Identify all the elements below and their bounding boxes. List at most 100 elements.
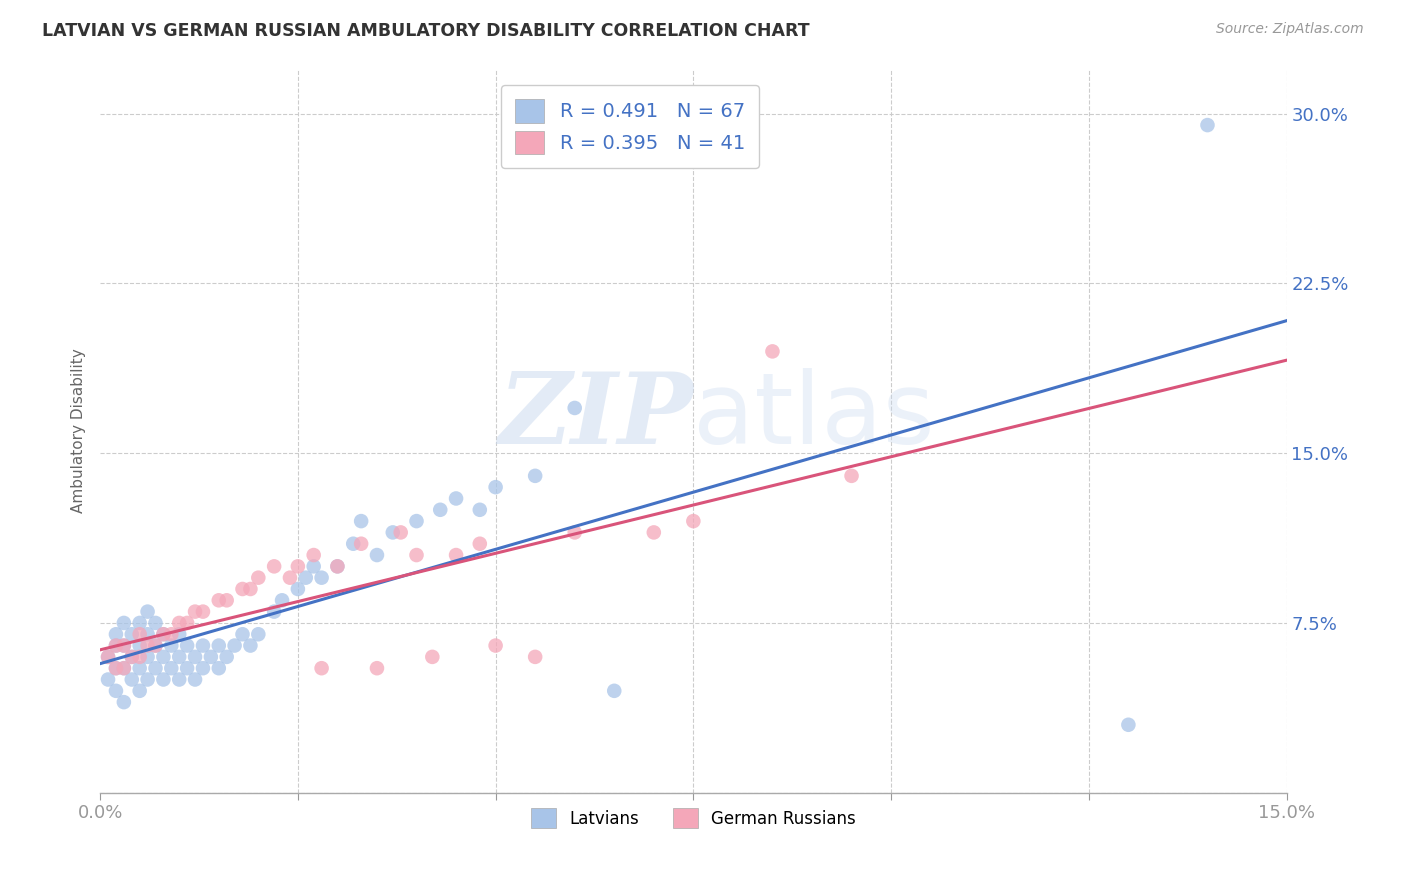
Point bbox=[167, 627, 190, 641]
Point bbox=[160, 661, 183, 675]
Point bbox=[128, 683, 150, 698]
Point bbox=[136, 649, 159, 664]
Point bbox=[121, 649, 143, 664]
Point bbox=[405, 548, 427, 562]
Point bbox=[152, 627, 174, 641]
Point bbox=[302, 559, 325, 574]
Point bbox=[564, 401, 586, 415]
Point bbox=[104, 627, 127, 641]
Point bbox=[271, 593, 294, 607]
Point bbox=[152, 649, 174, 664]
Point bbox=[112, 639, 135, 653]
Point bbox=[128, 615, 150, 630]
Point bbox=[128, 649, 150, 664]
Point bbox=[350, 537, 373, 551]
Point bbox=[121, 649, 143, 664]
Text: ZIP: ZIP bbox=[498, 368, 693, 465]
Point bbox=[112, 639, 135, 653]
Y-axis label: Ambulatory Disability: Ambulatory Disability bbox=[72, 348, 86, 513]
Point bbox=[208, 661, 231, 675]
Point bbox=[160, 627, 183, 641]
Point bbox=[215, 649, 238, 664]
Point bbox=[524, 468, 547, 483]
Point bbox=[420, 649, 443, 664]
Point bbox=[200, 649, 222, 664]
Point bbox=[247, 571, 270, 585]
Point bbox=[167, 615, 190, 630]
Point bbox=[564, 525, 586, 540]
Point bbox=[136, 627, 159, 641]
Point bbox=[152, 673, 174, 687]
Point bbox=[184, 649, 207, 664]
Text: LATVIAN VS GERMAN RUSSIAN AMBULATORY DISABILITY CORRELATION CHART: LATVIAN VS GERMAN RUSSIAN AMBULATORY DIS… bbox=[42, 22, 810, 40]
Point bbox=[112, 695, 135, 709]
Point bbox=[104, 639, 127, 653]
Point bbox=[326, 559, 349, 574]
Point bbox=[136, 605, 159, 619]
Text: Source: ZipAtlas.com: Source: ZipAtlas.com bbox=[1216, 22, 1364, 37]
Point bbox=[112, 661, 135, 675]
Point bbox=[484, 480, 506, 494]
Point bbox=[263, 605, 285, 619]
Point bbox=[468, 537, 491, 551]
Point bbox=[128, 627, 150, 641]
Point bbox=[191, 605, 214, 619]
Text: atlas: atlas bbox=[693, 368, 935, 465]
Point bbox=[247, 627, 270, 641]
Point bbox=[191, 639, 214, 653]
Point bbox=[278, 571, 301, 585]
Point bbox=[112, 615, 135, 630]
Point bbox=[643, 525, 665, 540]
Point bbox=[405, 514, 427, 528]
Point bbox=[208, 639, 231, 653]
Point bbox=[145, 639, 167, 653]
Point bbox=[176, 615, 198, 630]
Point bbox=[167, 673, 190, 687]
Point bbox=[208, 593, 231, 607]
Point bbox=[97, 673, 120, 687]
Point bbox=[444, 548, 467, 562]
Point bbox=[524, 649, 547, 664]
Point bbox=[176, 639, 198, 653]
Point bbox=[184, 673, 207, 687]
Point bbox=[104, 639, 127, 653]
Point bbox=[342, 537, 364, 551]
Point bbox=[311, 661, 333, 675]
Point bbox=[167, 649, 190, 664]
Point bbox=[128, 639, 150, 653]
Point bbox=[287, 559, 309, 574]
Point bbox=[1118, 718, 1140, 732]
Point bbox=[326, 559, 349, 574]
Point bbox=[224, 639, 246, 653]
Point bbox=[239, 582, 262, 596]
Point bbox=[761, 344, 783, 359]
Point bbox=[682, 514, 704, 528]
Point bbox=[97, 649, 120, 664]
Point bbox=[350, 514, 373, 528]
Point bbox=[366, 548, 388, 562]
Point bbox=[136, 673, 159, 687]
Point bbox=[121, 627, 143, 641]
Point bbox=[136, 639, 159, 653]
Point bbox=[468, 503, 491, 517]
Point bbox=[145, 615, 167, 630]
Point bbox=[152, 627, 174, 641]
Point bbox=[603, 683, 626, 698]
Point bbox=[239, 639, 262, 653]
Point bbox=[841, 468, 863, 483]
Point bbox=[263, 559, 285, 574]
Point bbox=[145, 639, 167, 653]
Point bbox=[294, 571, 316, 585]
Point bbox=[215, 593, 238, 607]
Point bbox=[1197, 118, 1219, 132]
Point bbox=[366, 661, 388, 675]
Point bbox=[97, 649, 120, 664]
Point bbox=[287, 582, 309, 596]
Point bbox=[429, 503, 451, 517]
Point bbox=[311, 571, 333, 585]
Point bbox=[145, 661, 167, 675]
Point bbox=[389, 525, 412, 540]
Point bbox=[104, 683, 127, 698]
Point bbox=[112, 661, 135, 675]
Point bbox=[121, 673, 143, 687]
